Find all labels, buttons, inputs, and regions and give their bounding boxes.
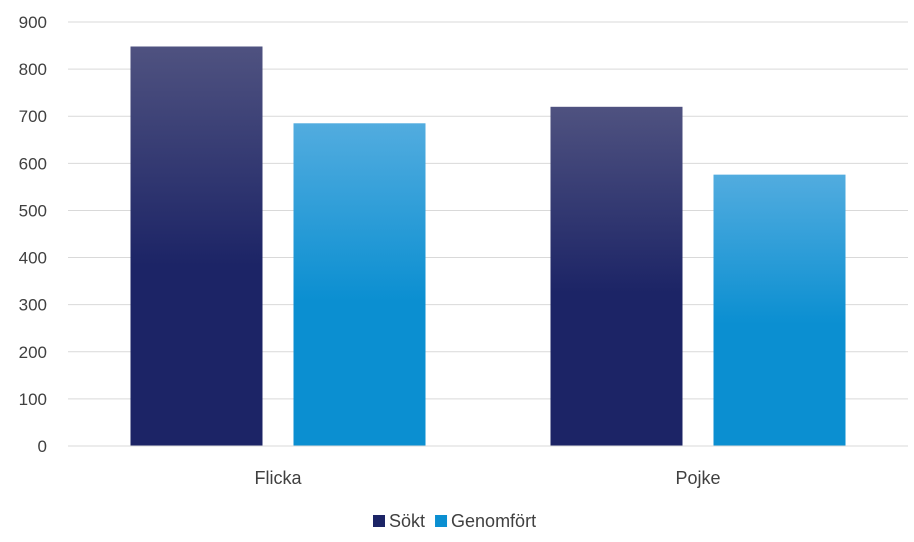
- y-tick-label-700: 700: [19, 107, 47, 126]
- y-tick-label-900: 900: [19, 13, 47, 32]
- legend-swatch-0: [373, 515, 385, 527]
- y-tick-label-800: 800: [19, 60, 47, 79]
- y-tick-label-600: 600: [19, 154, 47, 173]
- x-axis: Flicka Pojke: [68, 445, 908, 488]
- bars: [130, 46, 846, 447]
- legend-swatch-1: [435, 515, 448, 527]
- bar-flicka-1: [293, 123, 426, 447]
- x-category-label-1: Pojke: [675, 468, 720, 488]
- bar-pojke-1: [713, 174, 846, 446]
- y-tick-label-300: 300: [19, 296, 47, 315]
- x-category-label-0: Flicka: [254, 468, 302, 488]
- y-tick-label-400: 400: [19, 249, 47, 268]
- legend-label-0: Sökt: [389, 511, 425, 531]
- y-axis-ticks: 0 100 200 300 400 500 600 700 800 900: [19, 13, 47, 456]
- y-tick-label-0: 0: [38, 437, 47, 456]
- y-tick-label-200: 200: [19, 343, 47, 362]
- y-tick-label-100: 100: [19, 390, 47, 409]
- y-tick-label-500: 500: [19, 201, 47, 220]
- legend: Sökt Genomfört: [373, 511, 536, 531]
- bar-pojke-0: [550, 106, 683, 447]
- bar-flicka-0: [130, 46, 263, 447]
- legend-label-1: Genomfört: [451, 511, 536, 531]
